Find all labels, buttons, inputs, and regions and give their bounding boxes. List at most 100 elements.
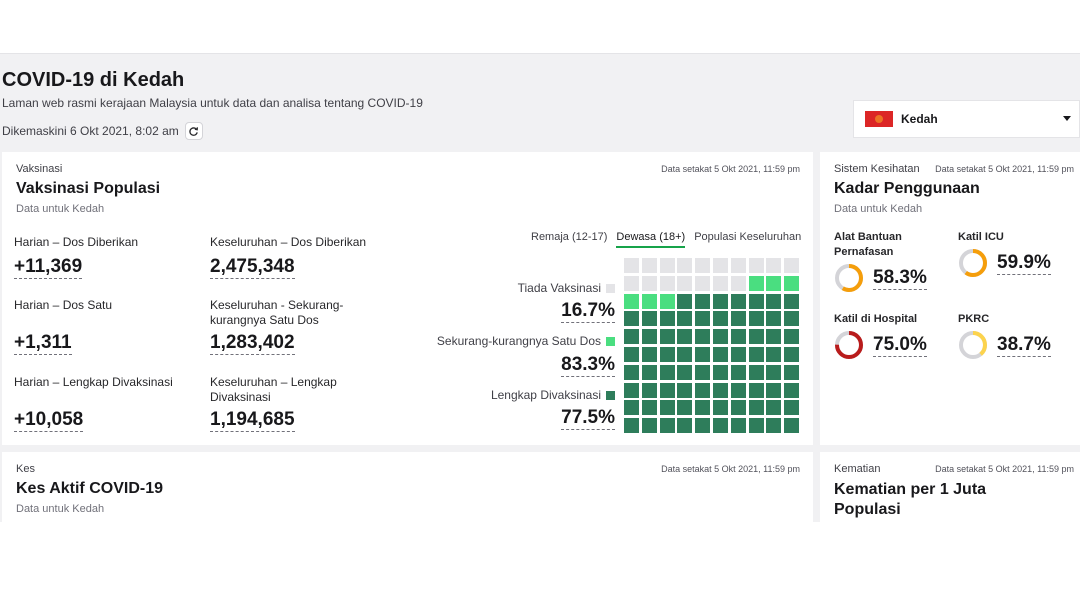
waffle-cell-full	[784, 329, 800, 345]
waffle-cell-full	[766, 293, 782, 309]
waffle-cell-full	[695, 347, 711, 362]
waffle-cell-unvaccinated	[677, 275, 693, 291]
waffle-cell-full	[766, 400, 782, 416]
waffle-cell-partial	[766, 275, 782, 291]
waffle-cell-full	[677, 311, 693, 327]
waffle-cell-full	[624, 400, 639, 416]
card-timestamp: Data setakat 5 Okt 2021, 11:59 pm	[661, 464, 800, 474]
card-title: Kematian per 1 Juta Populasi	[834, 481, 987, 518]
pct-full[interactable]: 77.5%	[561, 407, 615, 430]
waffle-cell-full	[730, 347, 746, 362]
page-blank-area	[0, 522, 1080, 600]
stat-total-doses: Keseluruhan – Dos Diberikan 2,475,348	[210, 235, 380, 295]
tab-adults[interactable]: Dewasa (18+)	[616, 231, 686, 248]
utilisation-row: 75.0%	[834, 330, 927, 360]
waffle-cell-full	[784, 293, 800, 309]
state-select[interactable]: Kedah	[853, 100, 1080, 138]
utilisation-row: 58.3%	[834, 263, 927, 293]
donut-fill	[959, 249, 987, 277]
stat-value[interactable]: 1,194,685	[210, 409, 295, 432]
chevron-down-icon	[1063, 116, 1071, 121]
stat-daily-first-dose: Harian – Dos Satu +1,311	[14, 298, 194, 358]
waffle-cell-unvaccinated	[713, 258, 728, 273]
tab-total-population[interactable]: Populasi Keseluruhan	[694, 231, 802, 243]
waffle-cell-full	[695, 293, 711, 309]
waffle-cell-unvaccinated	[730, 258, 746, 273]
waffle-cell-full	[713, 293, 728, 309]
last-updated-text: Dikemaskini 6 Okt 2021, 8:02 am	[2, 124, 179, 138]
waffle-cell-full	[784, 382, 800, 398]
utilisation-label: Alat Bantuan Pernafasan	[834, 231, 902, 258]
refresh-button[interactable]	[184, 122, 203, 140]
waffle-cell-full	[766, 418, 782, 434]
card-title: Kadar Penggunaan	[834, 180, 980, 197]
pct-unvaccinated[interactable]: 16.7%	[561, 300, 615, 323]
utilisation-value[interactable]: 59.9%	[997, 251, 1051, 275]
waffle-cell-full	[624, 311, 639, 327]
donut-chart	[959, 249, 987, 277]
waffle-cell-unvaccinated	[677, 258, 693, 273]
waffle-cell-full	[784, 347, 800, 362]
card-category: Sistem Kesihatan	[834, 163, 920, 175]
waffle-cell-full	[659, 382, 675, 398]
waffle-cell-full	[659, 311, 675, 327]
waffle-cell-full	[659, 329, 675, 345]
waffle-cell-full	[659, 400, 675, 416]
health-system-card: Sistem Kesihatan Data setakat 5 Okt 2021…	[820, 152, 1080, 445]
state-select-value: Kedah	[901, 112, 938, 126]
stat-label: Harian – Dos Satu	[14, 298, 113, 312]
waffle-cell-full	[624, 364, 639, 380]
stat-value[interactable]: +10,058	[14, 409, 84, 432]
waffle-cell-full	[695, 418, 711, 434]
legend-swatch	[606, 390, 615, 400]
waffle-cell-partial	[748, 275, 764, 291]
stat-total-first-dose: Keseluruhan - Sekurang-kurangnya Satu Do…	[210, 298, 370, 358]
waffle-cell-full	[730, 400, 746, 416]
waffle-cell-full	[624, 382, 639, 398]
stat-value[interactable]: 2,475,348	[210, 256, 295, 279]
waffle-cell-full	[677, 364, 693, 380]
active-cases-card: Kes Data setakat 5 Okt 2021, 11:59 pm Ke…	[2, 452, 813, 522]
waffle-cell-full	[695, 329, 711, 345]
stat-value[interactable]: +1,311	[14, 332, 72, 355]
card-category: Kes	[16, 463, 35, 475]
waffle-cell-full	[659, 418, 675, 434]
page-description: Laman web rasmi kerajaan Malaysia untuk …	[2, 96, 423, 110]
last-updated: Dikemaskini 6 Okt 2021, 8:02 am	[2, 122, 203, 140]
waffle-cell-full	[695, 400, 711, 416]
donut-chart	[959, 331, 987, 359]
waffle-cell-full	[748, 382, 764, 398]
waffle-cell-full	[659, 347, 675, 362]
waffle-cell-full	[713, 400, 728, 416]
pct-partial[interactable]: 83.3%	[561, 354, 615, 377]
stat-value[interactable]: 1,283,402	[210, 332, 295, 355]
waffle-cell-full	[784, 364, 800, 380]
waffle-cell-full	[748, 400, 764, 416]
waffle-cell-unvaccinated	[748, 258, 764, 273]
utilisation-value[interactable]: 75.0%	[873, 333, 927, 357]
card-subtitle: Data untuk Kedah	[16, 203, 105, 215]
waffle-cell-full	[730, 364, 746, 380]
waffle-cell-full	[641, 347, 657, 362]
card-title: Kes Aktif COVID-19	[16, 480, 163, 497]
card-title: Vaksinasi Populasi	[16, 180, 161, 197]
utilisation-label: Katil di Hospital	[834, 313, 918, 325]
waffle-cell-unvaccinated	[784, 258, 800, 273]
legend-label: Lengkap Divaksinasi	[490, 388, 601, 402]
waffle-cell-full	[677, 382, 693, 398]
donut-fill	[835, 331, 863, 359]
waffle-cell-full	[713, 364, 728, 380]
waffle-cell-full	[748, 347, 764, 362]
tab-teens[interactable]: Remaja (12-17)	[531, 231, 608, 243]
utilisation-value[interactable]: 58.3%	[873, 266, 927, 290]
card-category: Vaksinasi	[16, 163, 63, 175]
utilisation-value[interactable]: 38.7%	[997, 333, 1051, 357]
waffle-cell-full	[748, 329, 764, 345]
waffle-cell-unvaccinated	[695, 275, 711, 291]
waffle-cell-full	[748, 311, 764, 327]
card-timestamp: Data setakat 5 Okt 2021, 11:59 pm	[935, 164, 1074, 174]
waffle-cell-full	[766, 347, 782, 362]
stat-value[interactable]: +11,369	[14, 256, 83, 279]
waffle-cell-full	[677, 293, 693, 309]
waffle-cell-full	[784, 311, 800, 327]
